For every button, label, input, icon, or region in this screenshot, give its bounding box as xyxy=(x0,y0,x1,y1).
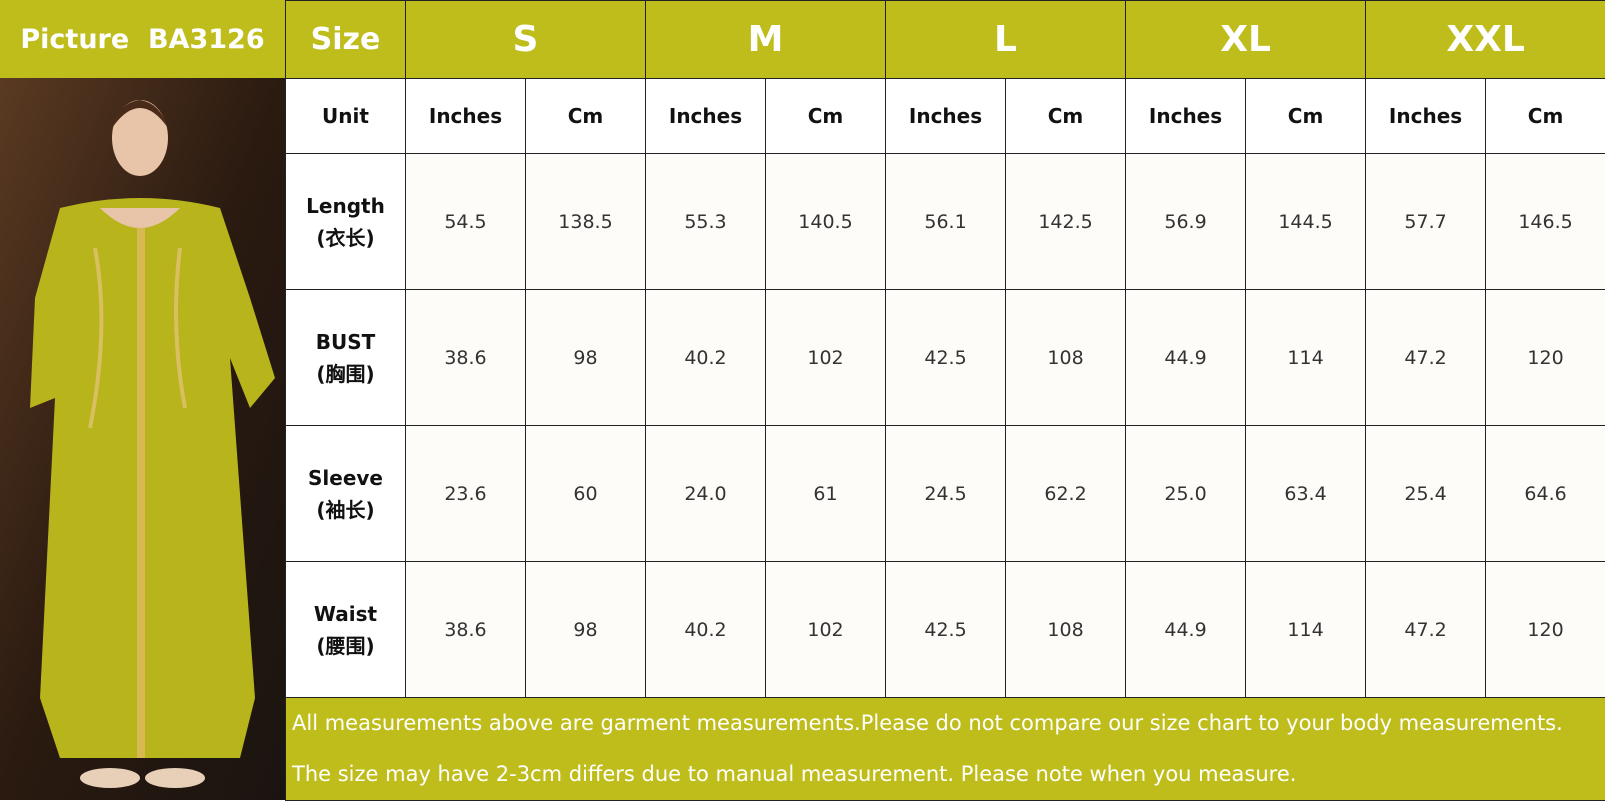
row-label-text: BUST xyxy=(286,326,405,358)
size-header: L xyxy=(886,1,1126,79)
value-cell: 24.5 xyxy=(886,426,1006,562)
row-label: Sleeve(袖长) xyxy=(286,426,406,562)
note-line: All measurements above are garment measu… xyxy=(292,698,1605,749)
value-cell: 44.9 xyxy=(1126,290,1246,426)
unit-header: Inches xyxy=(1366,79,1486,154)
row-label: Waist(腰围) xyxy=(286,562,406,698)
value-cell: 62.2 xyxy=(1006,426,1126,562)
value-cell: 140.5 xyxy=(766,154,886,290)
value-cell: 47.2 xyxy=(1366,290,1486,426)
unit-header: Inches xyxy=(1126,79,1246,154)
value-cell: 38.6 xyxy=(406,562,526,698)
value-cell: 23.6 xyxy=(406,426,526,562)
value-cell: 57.7 xyxy=(1366,154,1486,290)
row-label-text: (腰围) xyxy=(286,630,405,662)
value-cell: 114 xyxy=(1246,562,1366,698)
unit-header: Cm xyxy=(1246,79,1366,154)
unit-header: Cm xyxy=(766,79,886,154)
row-label-text: (胸围) xyxy=(286,358,405,390)
value-cell: 144.5 xyxy=(1246,154,1366,290)
value-cell: 120 xyxy=(1486,562,1605,698)
notes: All measurements above are garment measu… xyxy=(286,698,1605,801)
unit-header: Cm xyxy=(1006,79,1126,154)
value-cell: 44.9 xyxy=(1126,562,1246,698)
row-label-text: (袖长) xyxy=(286,494,405,526)
value-cell: 142.5 xyxy=(1006,154,1126,290)
value-cell: 47.2 xyxy=(1366,562,1486,698)
value-cell: 138.5 xyxy=(526,154,646,290)
value-cell: 102 xyxy=(766,562,886,698)
size-label: Size xyxy=(286,1,406,79)
size-header: XL xyxy=(1126,1,1366,79)
product-photo xyxy=(0,78,285,800)
value-cell: 42.5 xyxy=(886,290,1006,426)
unit-header: Inches xyxy=(886,79,1006,154)
value-cell: 98 xyxy=(526,290,646,426)
size-header: S xyxy=(406,1,646,79)
unit-header: Cm xyxy=(526,79,646,154)
picture-label: Picture BA3126 xyxy=(0,0,285,78)
row-label-text: Length xyxy=(286,190,405,222)
unit-header: Inches xyxy=(406,79,526,154)
value-cell: 38.6 xyxy=(406,290,526,426)
value-cell: 63.4 xyxy=(1246,426,1366,562)
value-cell: 108 xyxy=(1006,290,1126,426)
value-cell: 40.2 xyxy=(646,562,766,698)
unit-header: Cm xyxy=(1486,79,1605,154)
value-cell: 24.0 xyxy=(646,426,766,562)
unit-label: Unit xyxy=(286,79,406,154)
value-cell: 56.1 xyxy=(886,154,1006,290)
value-cell: 60 xyxy=(526,426,646,562)
value-cell: 25.0 xyxy=(1126,426,1246,562)
value-cell: 146.5 xyxy=(1486,154,1605,290)
unit-header: Inches xyxy=(646,79,766,154)
value-cell: 25.4 xyxy=(1366,426,1486,562)
row-label: BUST(胸围) xyxy=(286,290,406,426)
value-cell: 102 xyxy=(766,290,886,426)
value-cell: 56.9 xyxy=(1126,154,1246,290)
row-label-text: Waist xyxy=(286,598,405,630)
value-cell: 64.6 xyxy=(1486,426,1605,562)
value-cell: 114 xyxy=(1246,290,1366,426)
value-cell: 54.5 xyxy=(406,154,526,290)
row-label-text: Sleeve xyxy=(286,462,405,494)
value-cell: 61 xyxy=(766,426,886,562)
value-cell: 120 xyxy=(1486,290,1605,426)
value-cell: 42.5 xyxy=(886,562,1006,698)
row-label-text: (衣长) xyxy=(286,222,405,254)
size-header: M xyxy=(646,1,886,79)
value-cell: 108 xyxy=(1006,562,1126,698)
value-cell: 40.2 xyxy=(646,290,766,426)
row-label: Length(衣长) xyxy=(286,154,406,290)
value-cell: 98 xyxy=(526,562,646,698)
size-header: XXL xyxy=(1366,1,1605,79)
value-cell: 55.3 xyxy=(646,154,766,290)
note-line: The size may have 2-3cm differs due to m… xyxy=(292,749,1605,800)
